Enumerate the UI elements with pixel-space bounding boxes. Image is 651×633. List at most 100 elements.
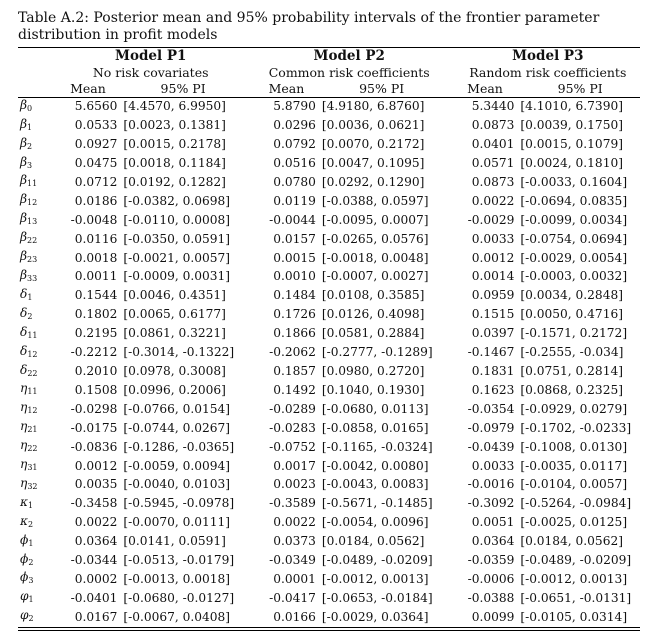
p3-mean-cell: 0.0873 <box>471 174 515 189</box>
p1-pi-cell: [0.0018, 0.1184] <box>123 156 226 171</box>
p1-mean-cell: -0.0175 <box>70 420 118 435</box>
parameter-symbol: η12 <box>18 400 59 419</box>
p3-mean-cell: -0.3092 <box>467 496 515 511</box>
parameter-greek-letter: κ <box>20 494 28 509</box>
gap <box>441 136 455 155</box>
p2-mean-cell: 5.8790 <box>257 96 322 117</box>
p3-pi-cell: [-0.2555, -0.034] <box>520 345 624 360</box>
parameter-greek-letter: β <box>20 97 28 112</box>
model-p1-title: Model P1 <box>115 47 187 64</box>
parameter-subscript: 11 <box>27 179 38 189</box>
parameter-subscript: 31 <box>27 463 38 473</box>
parameter-subscript: 33 <box>27 273 38 283</box>
parameter-greek-letter: δ <box>20 305 28 320</box>
p3-mean-cell: 0.0397 <box>471 326 515 341</box>
gap <box>243 476 257 495</box>
p2-mean-cell: 0.0373 <box>273 534 316 549</box>
gap <box>441 457 455 476</box>
parameter-subscript: 0 <box>27 103 33 113</box>
parameter-greek-letter: β <box>20 249 28 264</box>
parameter-symbol: β3 <box>18 155 59 174</box>
p2-pi-cell: [0.0292, 0.1290] <box>321 174 425 189</box>
p2-mean-cell: -0.0752 <box>269 439 316 454</box>
p2-pi-cell: [-0.0018, 0.0048] <box>321 250 429 265</box>
gap <box>441 268 455 287</box>
gap <box>243 268 257 287</box>
p3-pi-cell: [0.0184, 0.0562] <box>520 534 623 549</box>
p3-pi-cell: [-0.0012, 0.0013] <box>520 571 628 586</box>
table-row: β23 0.0018 [-0.0021, 0.0057] 0.0015 [-0.0018… <box>18 249 640 268</box>
gap <box>242 608 258 629</box>
p2-pi-cell: [-0.0007, 0.0027] <box>321 269 429 284</box>
p2-pi-cell: [-0.0489, -0.0209] <box>321 553 433 568</box>
parameter-symbol: β23 <box>18 249 59 268</box>
document-page: Table A.2: Posterior mean and 95% probab… <box>18 10 640 632</box>
p1-pi-cell: [-0.0040, 0.0103] <box>123 477 231 492</box>
p1-pi-cell: [-0.5945, -0.0978] <box>123 496 235 511</box>
parameter-symbol: ϕ1 <box>18 533 59 552</box>
p3-mean-cell: 0.0571 <box>471 156 515 171</box>
gap <box>441 589 455 608</box>
parameter-subscript: 11 <box>27 387 38 397</box>
p3-mean-cell: 0.0873 <box>471 118 515 133</box>
gap <box>441 608 456 629</box>
gap <box>441 363 455 382</box>
gap <box>243 173 257 192</box>
p3-mean-cell: 0.1515 <box>471 307 515 322</box>
p1-mean-cell: 0.0018 <box>74 250 118 265</box>
parameter-symbol: η21 <box>18 419 59 438</box>
table-row: β1 0.0533 [0.0023, 0.1381] 0.0296 [0.0036, 0… <box>18 117 640 136</box>
p3-mean-cell: -0.0354 <box>467 401 515 416</box>
parameter-subscript: 1 <box>28 500 34 510</box>
p1-pi-cell: [0.0023, 0.1381] <box>123 118 226 133</box>
p3-mean-cell: 0.1623 <box>471 382 515 397</box>
p1-pi-cell: [0.0861, 0.3221] <box>123 326 226 341</box>
parameter-greek-letter: β <box>20 230 28 245</box>
table-row: δ12 -0.2212 [-0.3014, -0.1322] -0.2062 [-0.2… <box>18 344 640 363</box>
p3-pi-cell: [0.0050, 0.4716] <box>520 307 623 322</box>
table-row: η31 0.0012 [-0.0059, 0.0094] 0.0017 [-0.0042… <box>18 457 640 476</box>
parameter-greek-letter: β <box>20 135 28 150</box>
gap <box>243 457 257 476</box>
parameter-greek-letter: δ <box>20 324 28 339</box>
column-header-row: Mean 95% PI Mean 95% PI Mean 95% PI <box>18 81 640 97</box>
p3-mean-cell: -0.0979 <box>467 420 515 435</box>
parameter-subscript: 2 <box>28 519 34 529</box>
parameter-symbol: β33 <box>18 268 59 287</box>
p1-pi-cell: [-0.3014, -0.1322] <box>123 345 235 360</box>
p2-pi-cell: [0.0036, 0.0621] <box>321 118 425 133</box>
p3-mean-cell: -0.0359 <box>467 553 515 568</box>
gap <box>441 438 455 457</box>
col-mean-p3: Mean <box>467 80 503 96</box>
parameter-symbol: β11 <box>18 173 59 192</box>
table-row: β3 0.0475 [0.0018, 0.1184] 0.0516 [0.0047, 0… <box>18 155 640 174</box>
p3-mean-cell: -0.1467 <box>467 345 515 360</box>
p2-mean-cell: -0.2062 <box>269 345 316 360</box>
parameter-greek-letter: η <box>20 381 28 396</box>
gap <box>243 211 257 230</box>
table-row: η12 -0.0298 [-0.0766, 0.0154] -0.0289 [-0.06… <box>18 400 640 419</box>
gap <box>441 476 455 495</box>
p3-mean-cell: 0.0033 <box>471 231 515 246</box>
parameter-greek-letter: δ <box>20 286 28 301</box>
parameter-symbol: φ2 <box>18 608 59 629</box>
p2-pi-cell: [-0.0265, 0.0576] <box>321 231 429 246</box>
p1-pi-cell: [0.0015, 0.2178] <box>123 137 226 152</box>
parameter-greek-letter: η <box>20 419 28 434</box>
p2-mean-cell: 0.0010 <box>273 269 316 284</box>
p3-pi-cell: [0.0751, 0.2814] <box>520 364 623 378</box>
parameter-greek-letter: κ <box>20 513 28 528</box>
p3-pi-cell: [-0.0754, 0.0694] <box>520 231 628 246</box>
p1-pi-cell: [-0.1286, -0.0365] <box>123 439 235 454</box>
p2-pi-cell: [-0.0042, 0.0080] <box>321 458 429 473</box>
p2-mean-cell: 0.0296 <box>273 118 316 133</box>
parameter-greek-letter: ϕ <box>20 570 29 585</box>
p1-pi-cell: [-0.0744, 0.0267] <box>123 420 231 435</box>
p1-mean-cell: -0.0344 <box>70 553 118 568</box>
parameter-subscript: 11 <box>27 330 38 340</box>
col-mean-p1: Mean <box>70 80 106 96</box>
p3-mean-cell: 0.1831 <box>471 364 515 378</box>
parameter-symbol: β12 <box>18 192 59 211</box>
parameter-subscript: 23 <box>27 255 38 265</box>
p1-mean-cell: 0.0035 <box>74 477 118 492</box>
